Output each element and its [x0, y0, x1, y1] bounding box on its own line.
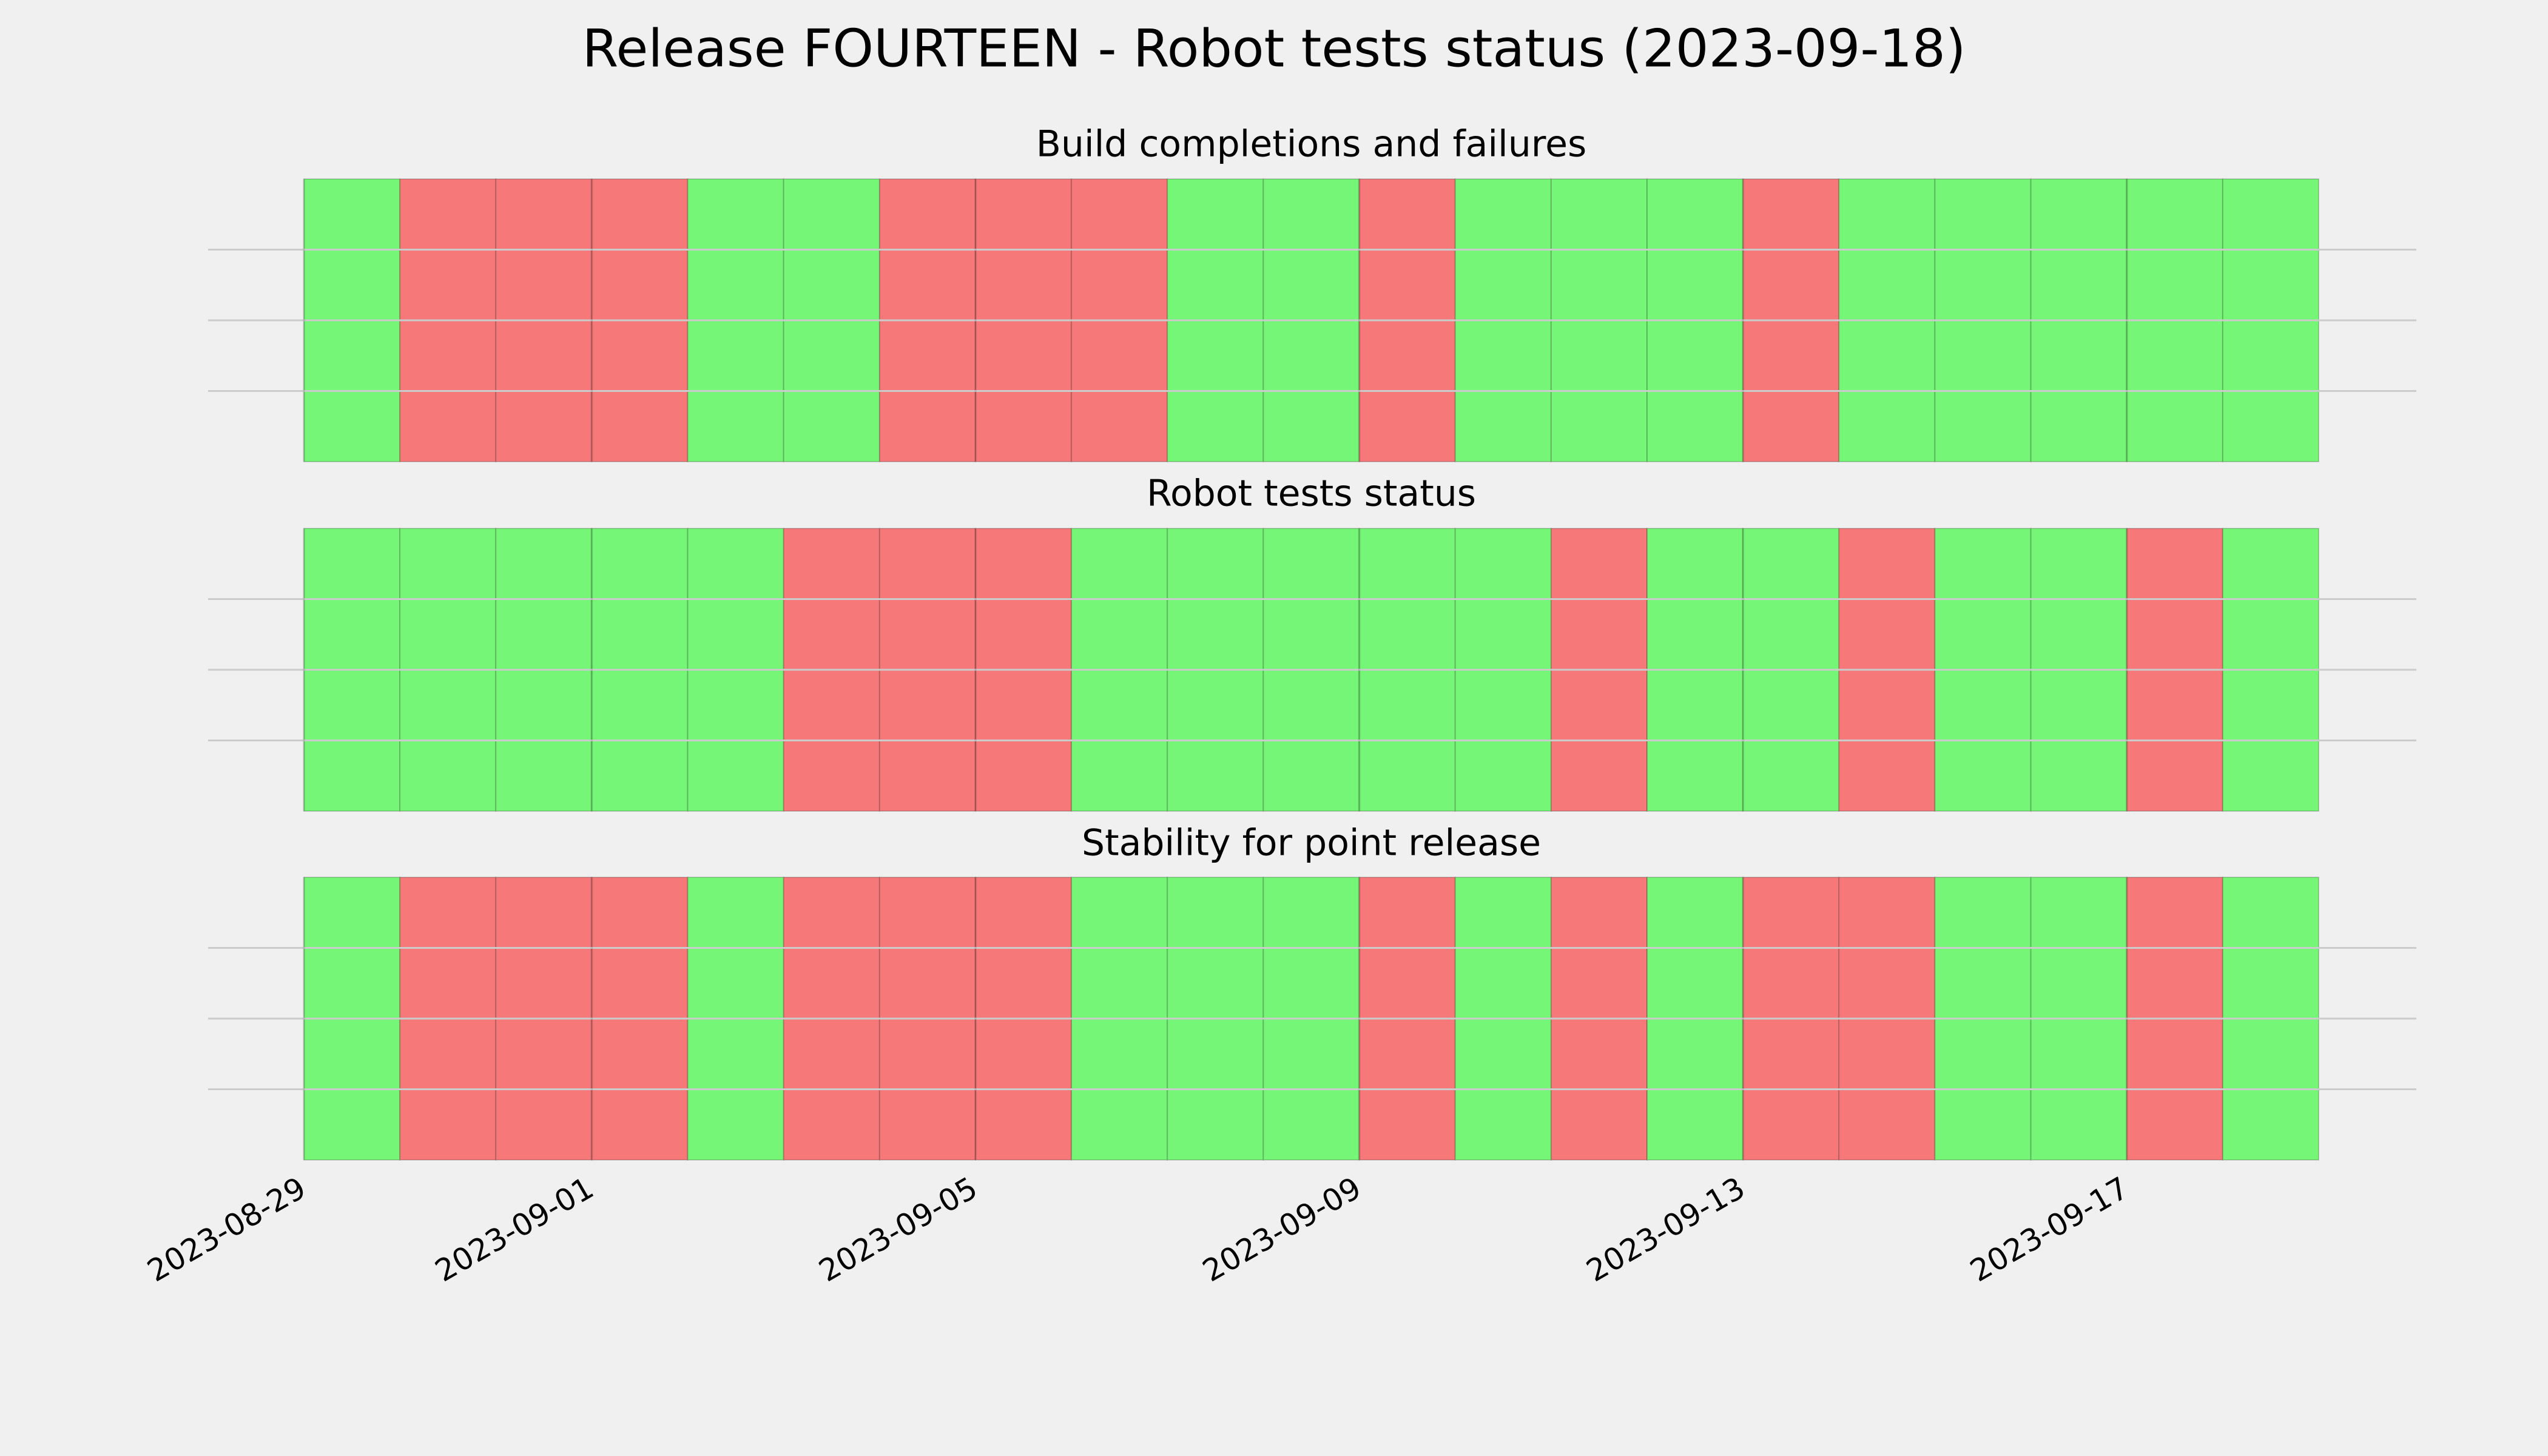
- chart-title: Release FOURTEEN - Robot tests status (2…: [582, 18, 1966, 79]
- x-tick-label: 2023-09-01: [430, 1170, 600, 1289]
- panel-title: Stability for point release: [1082, 822, 1541, 864]
- panel-title: Robot tests status: [1147, 473, 1476, 515]
- x-tick-label: 2023-09-17: [1964, 1170, 2135, 1289]
- x-tick-label: 2023-09-05: [813, 1170, 983, 1289]
- x-tick-label: 2023-08-29: [141, 1170, 312, 1289]
- x-tick-label: 2023-09-13: [1580, 1170, 1751, 1289]
- x-tick-label: 2023-09-09: [1197, 1170, 1367, 1289]
- panel-title: Build completions and failures: [1036, 123, 1587, 166]
